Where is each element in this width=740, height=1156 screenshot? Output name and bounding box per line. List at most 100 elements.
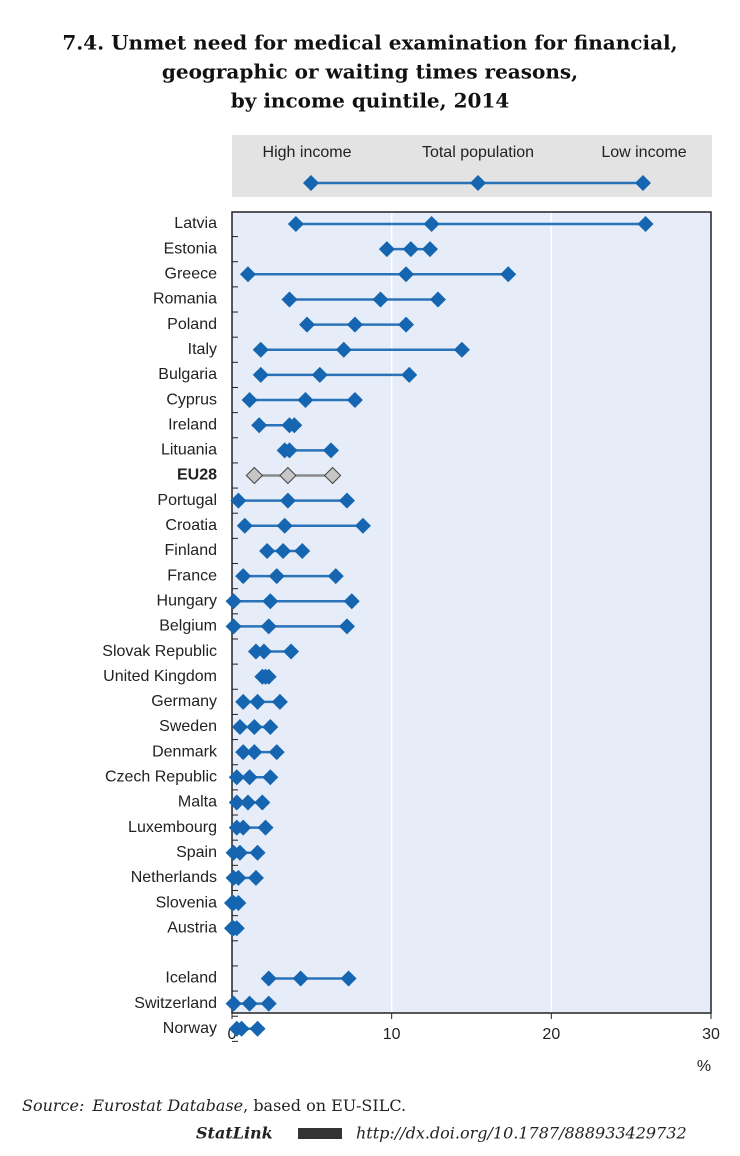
marker [245, 466, 264, 485]
y-tick-label: Latvia [174, 215, 217, 232]
marker [398, 316, 415, 333]
statlink-label: StatLink [196, 1124, 273, 1143]
marker [311, 366, 328, 383]
marker [260, 668, 277, 685]
marker [398, 266, 415, 283]
plot-border [231, 211, 712, 1014]
source: Source: Eurostat Database, based on EU-SI… [22, 1096, 406, 1115]
chart-title: geographic or waiting times reasons, [162, 60, 578, 84]
legend-marker [303, 175, 319, 191]
legend-label: Total population [422, 144, 534, 161]
marker [335, 341, 352, 358]
marker [230, 492, 247, 509]
marker [401, 366, 418, 383]
marker [225, 995, 242, 1012]
y-tick-label: Denmark [152, 743, 218, 760]
marker [236, 517, 253, 534]
marker [378, 241, 395, 258]
marker [252, 341, 269, 358]
marker [251, 417, 268, 434]
y-tick-label: Sweden [159, 718, 217, 735]
y-tick-label: Austria [167, 919, 217, 936]
y-tick-label: Hungary [157, 592, 217, 609]
legend-marker [470, 175, 486, 191]
x-tick-label: 20 [542, 1026, 560, 1043]
marker [230, 895, 247, 912]
statlink-icon [298, 1128, 342, 1139]
marker [260, 618, 277, 635]
source-label: Source: [22, 1096, 84, 1115]
y-tick-label: Romania [153, 291, 217, 308]
y-tick-label: Estonia [164, 240, 217, 257]
y-tick-label: Germany [151, 693, 217, 710]
marker [354, 517, 371, 534]
y-tick-label: Poland [167, 316, 217, 333]
y-tick-label: France [167, 567, 217, 584]
marker [453, 341, 470, 358]
x-tick-label: 0 [228, 1026, 237, 1043]
y-tick-label: Czech Republic [105, 769, 217, 786]
y-tick-label: Luxembourg [128, 819, 217, 836]
y-tick-label: Ireland [168, 416, 217, 433]
marker [235, 568, 252, 585]
marker [262, 593, 279, 610]
y-tick-label: Portugal [157, 492, 217, 509]
marker [322, 442, 339, 459]
y-tick-label: Malta [178, 794, 217, 811]
statlink-url: http://dx.doi.org/10.1787/888933429732 [356, 1124, 687, 1143]
y-tick-label: Cyprus [166, 391, 217, 408]
marker [346, 316, 363, 333]
marker [372, 291, 389, 308]
marker [259, 542, 276, 559]
marker [402, 241, 419, 258]
marker [249, 693, 266, 710]
marker [235, 744, 252, 761]
marker [429, 291, 446, 308]
source-rest: , based on EU-SILC. [243, 1096, 406, 1115]
marker [260, 995, 277, 1012]
chart-title: 7.4. Unmet need for medical examination … [62, 31, 677, 55]
marker [239, 794, 256, 811]
marker [423, 216, 440, 232]
marker [287, 216, 304, 232]
marker [249, 1020, 266, 1037]
y-tick-label: Norway [163, 1020, 217, 1037]
marker [254, 794, 271, 811]
marker [276, 517, 293, 534]
marker [225, 618, 242, 635]
marker [231, 719, 248, 735]
marker [231, 844, 248, 861]
marker [292, 970, 309, 987]
marker [235, 819, 252, 836]
marker [338, 492, 355, 509]
legend-label: High income [263, 144, 352, 161]
y-tick-label: Finland [165, 542, 217, 559]
marker [233, 1020, 250, 1037]
marker [268, 744, 285, 761]
marker [260, 970, 277, 987]
y-tick-label: Croatia [165, 517, 217, 534]
marker [297, 392, 314, 409]
marker [281, 291, 298, 308]
y-tick-label: Slovak Republic [102, 643, 217, 660]
y-tick-label: United Kingdom [103, 668, 217, 685]
marker [281, 442, 298, 459]
marker [230, 869, 247, 886]
legend-marker [635, 175, 651, 191]
y-tick-label: Switzerland [134, 995, 217, 1012]
y-tick-label: Greece [165, 266, 218, 283]
y-tick-label: Spain [176, 844, 217, 861]
y-tick-label: Italy [188, 341, 217, 358]
source-name: Eurostat Database [91, 1096, 243, 1115]
marker [225, 593, 242, 610]
marker [279, 492, 296, 509]
marker [286, 417, 303, 434]
marker [241, 995, 258, 1012]
plot-area [232, 212, 711, 1013]
marker [255, 643, 272, 660]
marker [235, 693, 252, 710]
marker [252, 366, 269, 383]
marker [323, 466, 342, 485]
marker [268, 568, 285, 585]
